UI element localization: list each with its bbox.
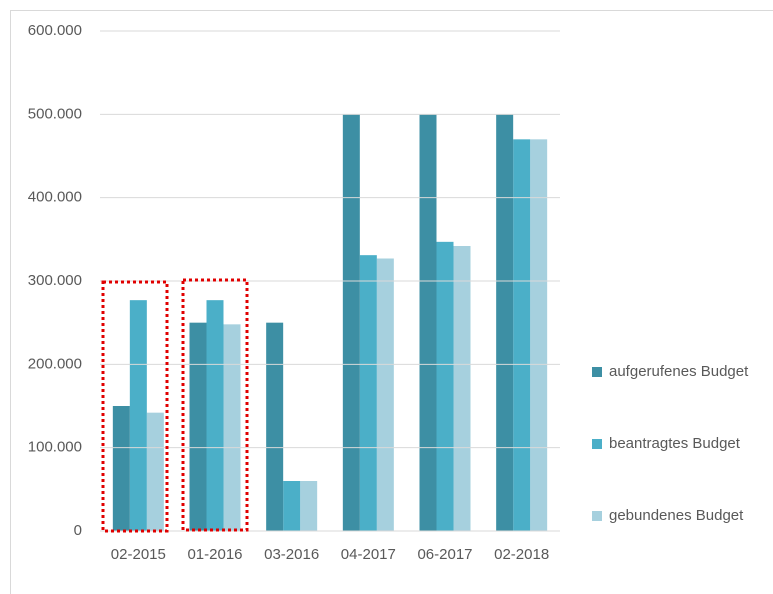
bar [266, 322, 284, 531]
bar [513, 139, 531, 532]
y-tick-label: 300.000 [28, 272, 82, 289]
bar [530, 139, 548, 532]
y-tick-label: 200.000 [28, 355, 82, 372]
bar [419, 114, 437, 531]
x-tick-label: 01-2016 [187, 546, 242, 563]
bar [206, 300, 224, 531]
x-tick-label: 04-2017 [341, 546, 396, 563]
legend-swatch [592, 511, 602, 521]
x-tick-label: 02-2015 [111, 546, 166, 563]
bar [189, 322, 207, 531]
y-tick-label: 500.000 [28, 105, 82, 122]
bar [376, 258, 394, 531]
y-tick-label: 0 [74, 522, 82, 539]
bar [496, 114, 514, 531]
bar [436, 241, 454, 532]
bar [283, 481, 301, 531]
y-tick-label: 100.000 [28, 439, 82, 456]
bar [300, 481, 318, 531]
bar [359, 255, 377, 531]
bar [342, 114, 360, 531]
y-tick-label: 600.000 [28, 22, 82, 39]
legend-label: gebundenes Budget [609, 507, 744, 524]
bar [129, 300, 147, 531]
bar [453, 246, 471, 531]
highlight-box [181, 278, 249, 532]
legend-label: aufgerufenes Budget [609, 363, 749, 380]
highlight-box [101, 280, 169, 533]
chart-border [10, 10, 773, 594]
legend-swatch [592, 367, 602, 377]
y-tick-label: 400.000 [28, 189, 82, 206]
x-tick-label: 03-2016 [264, 546, 319, 563]
legend-swatch [592, 439, 602, 449]
x-tick-label: 02-2018 [494, 546, 549, 563]
bar [112, 406, 130, 531]
bar [223, 324, 241, 531]
x-tick-label: 06-2017 [417, 546, 472, 563]
legend-label: beantragtes Budget [609, 435, 741, 452]
bar [146, 412, 164, 531]
